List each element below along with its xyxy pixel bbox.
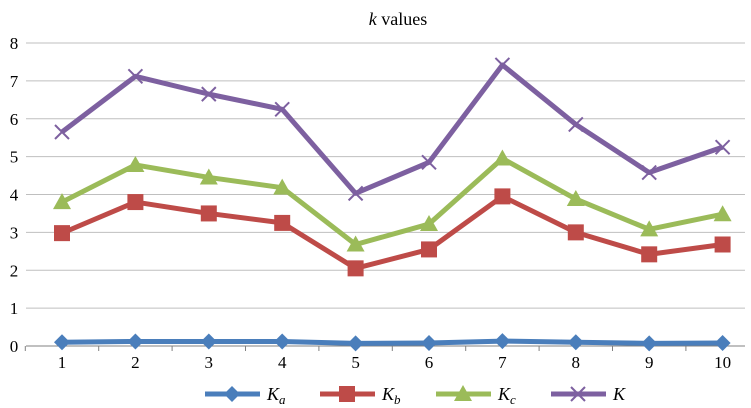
y-tick-label: 5 xyxy=(10,148,19,167)
data-point-K xyxy=(568,116,584,133)
series-line-Ka xyxy=(61,338,723,346)
data-point-Ka xyxy=(54,334,70,351)
data-point-Kb xyxy=(347,260,364,277)
y-tick-label: 6 xyxy=(10,110,19,129)
series-group xyxy=(53,57,732,352)
data-point-Ka xyxy=(494,333,511,350)
legend-label: Ka xyxy=(266,384,286,407)
data-point-Kb xyxy=(421,241,437,258)
series-line-Kb xyxy=(61,193,723,271)
data-point-Kc xyxy=(566,190,585,207)
legend-label: K xyxy=(612,384,626,404)
data-point-K xyxy=(201,86,217,102)
data-point-Ka xyxy=(714,334,731,351)
data-point-Ka xyxy=(127,333,144,350)
legend-item-K: K xyxy=(551,384,626,404)
data-point-Kb xyxy=(54,225,70,242)
legend: Ka Kb Kc K xyxy=(205,384,626,407)
x-tick-label: 4 xyxy=(278,353,287,372)
data-point-K xyxy=(714,139,731,155)
data-point-Ka xyxy=(567,334,584,351)
data-point-K xyxy=(641,164,657,181)
data-point-Kb xyxy=(127,194,144,211)
y-tick-label: 1 xyxy=(10,299,19,318)
x-tick-label: 3 xyxy=(205,353,214,372)
data-point-Kc xyxy=(126,155,145,172)
x-tick-label: 8 xyxy=(572,353,581,372)
data-point-Kc xyxy=(493,149,512,166)
y-tick-label: 8 xyxy=(10,34,19,53)
data-point-Kc xyxy=(420,215,438,232)
data-point-Kb xyxy=(567,224,584,241)
series-Kc xyxy=(53,149,732,252)
legend-marker xyxy=(454,385,472,401)
x-tick-label: 7 xyxy=(498,353,507,372)
legend-marker xyxy=(339,386,355,402)
data-point-K xyxy=(274,101,290,117)
data-point-Ka xyxy=(421,334,437,351)
data-point-Kb xyxy=(200,205,217,222)
data-point-Kb xyxy=(274,214,291,231)
data-point-Ka xyxy=(200,333,217,350)
data-point-Kc xyxy=(640,220,659,237)
data-point-K xyxy=(347,185,364,202)
legend-item-Ka: Ka xyxy=(205,384,286,407)
y-tick-label: 2 xyxy=(10,261,19,280)
series-Ka xyxy=(54,333,731,352)
series-line-K xyxy=(60,62,724,196)
legend-marker xyxy=(224,386,240,402)
data-point-K xyxy=(494,57,511,73)
y-tick-label: 4 xyxy=(10,186,19,205)
legend-marker xyxy=(570,386,586,402)
legend-label: Kc xyxy=(497,384,516,407)
series-Kb xyxy=(54,188,731,277)
data-point-Ka xyxy=(274,333,291,350)
series-K xyxy=(54,57,731,202)
x-tick-label: 9 xyxy=(645,353,654,372)
data-point-Kc xyxy=(199,168,218,185)
y-axis-ticks: 0 1 2 3 4 5 6 7 8 xyxy=(10,34,19,356)
data-point-Kb xyxy=(494,188,511,205)
y-tick-label: 0 xyxy=(10,337,19,356)
data-point-Kc xyxy=(273,178,292,195)
y-tick-label: 3 xyxy=(10,223,19,242)
legend-item-Kb: Kb xyxy=(320,384,401,407)
data-point-K xyxy=(421,154,437,171)
data-point-Kc xyxy=(346,235,365,252)
x-tick-label: 1 xyxy=(58,353,67,372)
data-point-K xyxy=(127,68,144,85)
series-line-Kc xyxy=(60,156,724,247)
x-tick-label: 10 xyxy=(714,353,731,372)
x-axis-ticks: 1 2 3 4 5 6 7 8 9 10 xyxy=(24,346,731,372)
grid-lines xyxy=(26,42,745,347)
legend-item-Kc: Kc xyxy=(436,384,516,407)
legend-label: Kb xyxy=(381,384,401,407)
x-tick-label: 2 xyxy=(131,353,140,372)
x-tick-label: 5 xyxy=(351,353,360,372)
data-point-Kc xyxy=(53,193,71,210)
data-point-Ka xyxy=(641,335,658,352)
x-tick-label: 6 xyxy=(425,353,434,372)
data-point-K xyxy=(54,124,70,140)
y-tick-label: 7 xyxy=(10,72,19,91)
data-point-Kb xyxy=(641,246,658,263)
chart-title: k values xyxy=(369,9,427,29)
data-point-Kc xyxy=(713,205,732,222)
data-point-Ka xyxy=(347,335,364,352)
data-point-Kb xyxy=(714,236,731,253)
